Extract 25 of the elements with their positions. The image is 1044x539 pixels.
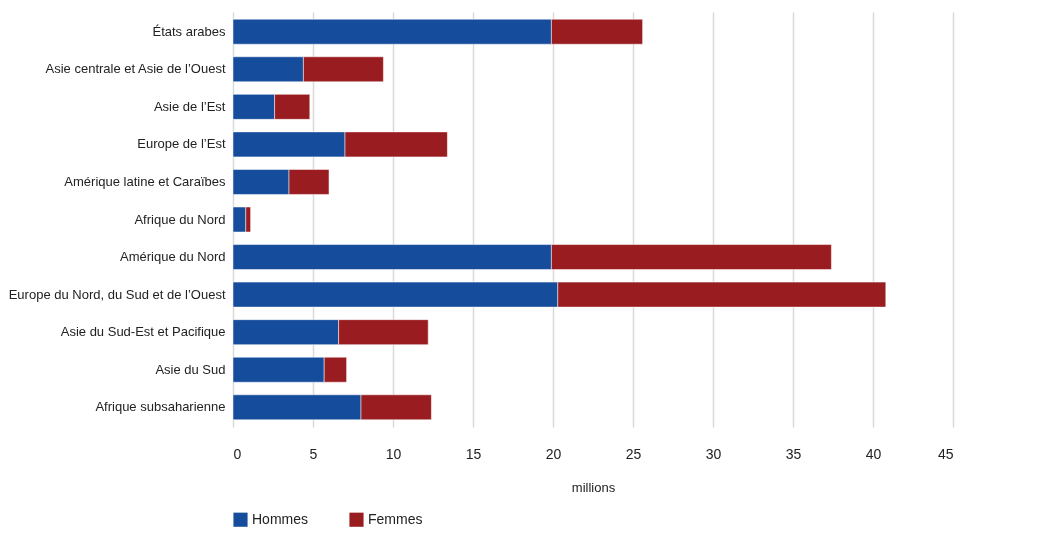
x-axis-title: millions <box>571 479 616 495</box>
x-tick-label: 40 <box>865 445 882 462</box>
x-tick-label: 30 <box>705 445 722 462</box>
x-tick-label: 15 <box>465 445 482 462</box>
legend-label: Hommes <box>252 510 309 527</box>
x-tick-label: 25 <box>625 445 642 462</box>
x-tick-label: 20 <box>545 445 562 462</box>
x-tick-label: 10 <box>385 445 402 462</box>
x-tick-label: 35 <box>785 445 802 462</box>
x-tick-label: 45 <box>937 445 954 462</box>
y-tick-label: Europe du Nord, du Sud et de l’Ouest <box>8 286 226 302</box>
y-tick-label: Amérique du Nord <box>120 249 226 265</box>
y-tick-label: Amérique latine et Caraïbes <box>64 173 226 189</box>
x-tick-label: 0 <box>233 445 242 462</box>
legend-label: Femmes <box>368 510 423 527</box>
bar <box>232 206 247 233</box>
y-tick-label: Asie du Sud-Est et Pacifique <box>60 324 226 340</box>
x-tick-label: 5 <box>309 445 318 462</box>
y-tick-label: Asie du Sud <box>155 361 226 377</box>
y-tick-label: Asie centrale et Asie de l’Ouest <box>45 61 226 77</box>
y-tick-label: Afrique subsaharienne <box>95 399 226 415</box>
y-tick-label: États arabes <box>152 23 226 39</box>
y-tick-label: Afrique du Nord <box>134 211 226 227</box>
y-tick-label: Europe de l’Est <box>137 136 226 152</box>
y-tick-label: Asie de l’Est <box>153 98 226 114</box>
